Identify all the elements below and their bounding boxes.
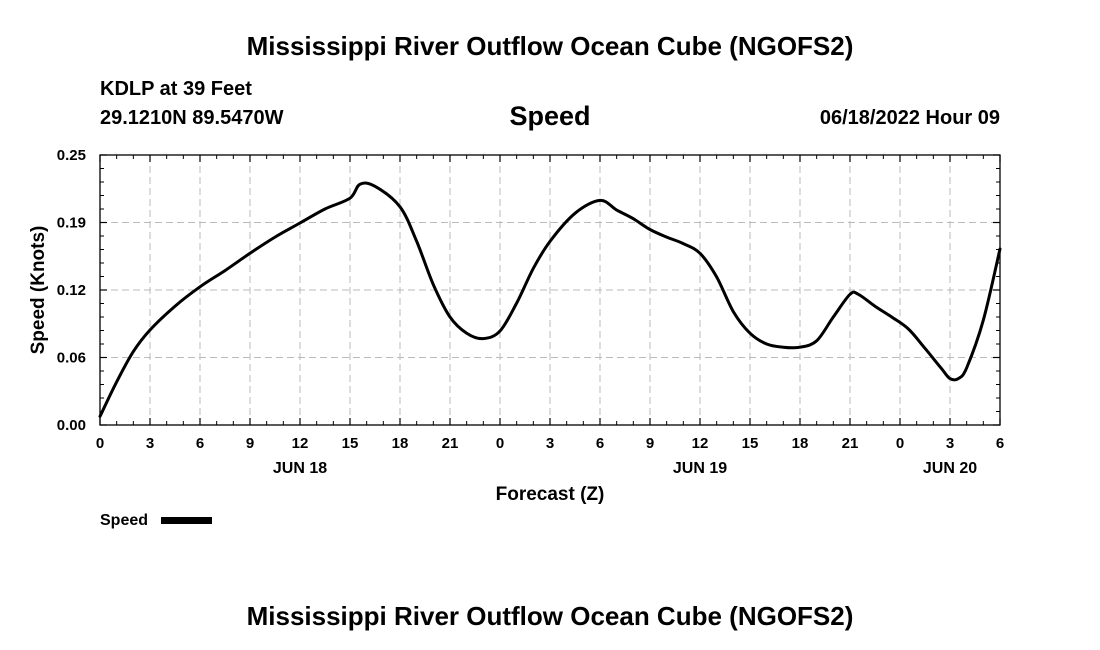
x-tick-label: 6: [996, 435, 1004, 452]
y-tick-label: 0.25: [57, 147, 86, 164]
date-label: JUN 19: [673, 460, 727, 477]
footer-title: Mississippi River Outflow Ocean Cube (NG…: [247, 601, 854, 631]
x-tick-label: 12: [292, 435, 309, 452]
x-tick-label: 9: [646, 435, 654, 452]
y-axis-title: Speed (Knots): [28, 226, 49, 355]
x-tick-labels: 0 3 6 9 12 15 18 21 0 3 6 9 12 15 18 21 0 3 6: [96, 435, 1004, 452]
x-tick-label: 3: [546, 435, 554, 452]
x-tick-label: 15: [742, 435, 759, 452]
x-tick-label: 9: [246, 435, 254, 452]
parameter-title: Speed: [509, 101, 590, 131]
date-label: JUN 18: [273, 460, 327, 477]
x-tick-label: 12: [692, 435, 709, 452]
x-tick-label: 0: [896, 435, 904, 452]
date-labels: JUN 18 JUN 19 JUN 20: [273, 460, 977, 477]
x-tick-label: 21: [442, 435, 459, 452]
x-tick-label: 3: [146, 435, 154, 452]
y-tick-label: 0.19: [57, 215, 86, 232]
x-tick-label: 15: [342, 435, 359, 452]
x-tick-label: 18: [792, 435, 809, 452]
x-tick-label: 18: [392, 435, 409, 452]
y-tick-label: 0.12: [57, 282, 86, 299]
x-tick-label: 6: [196, 435, 204, 452]
legend-swatch: [161, 517, 212, 524]
x-tick-label: 6: [596, 435, 604, 452]
y-tick-labels: 0.00 0.06 0.12 0.19 0.25: [57, 147, 86, 434]
timestamp-label: 06/18/2022 Hour 09: [820, 107, 1000, 129]
y-tick-label: 0.00: [57, 417, 86, 434]
x-tick-label: 0: [96, 435, 104, 452]
x-axis-title: Forecast (Z): [496, 484, 605, 505]
station-label: KDLP at 39 Feet: [100, 78, 252, 100]
x-tick-label: 21: [842, 435, 859, 452]
date-label: JUN 20: [923, 460, 977, 477]
plot-frame: [99, 154, 1001, 426]
chart-title: Mississippi River Outflow Ocean Cube (NG…: [247, 31, 854, 61]
x-tick-label: 3: [946, 435, 954, 452]
legend-label: Speed: [100, 512, 148, 529]
speed-series-line: [98, 181, 1002, 418]
x-tick-label: 0: [496, 435, 504, 452]
grid-lines: [100, 155, 1000, 425]
y-tick-label: 0.06: [57, 350, 86, 367]
location-label: 29.1210N 89.5470W: [100, 107, 284, 129]
